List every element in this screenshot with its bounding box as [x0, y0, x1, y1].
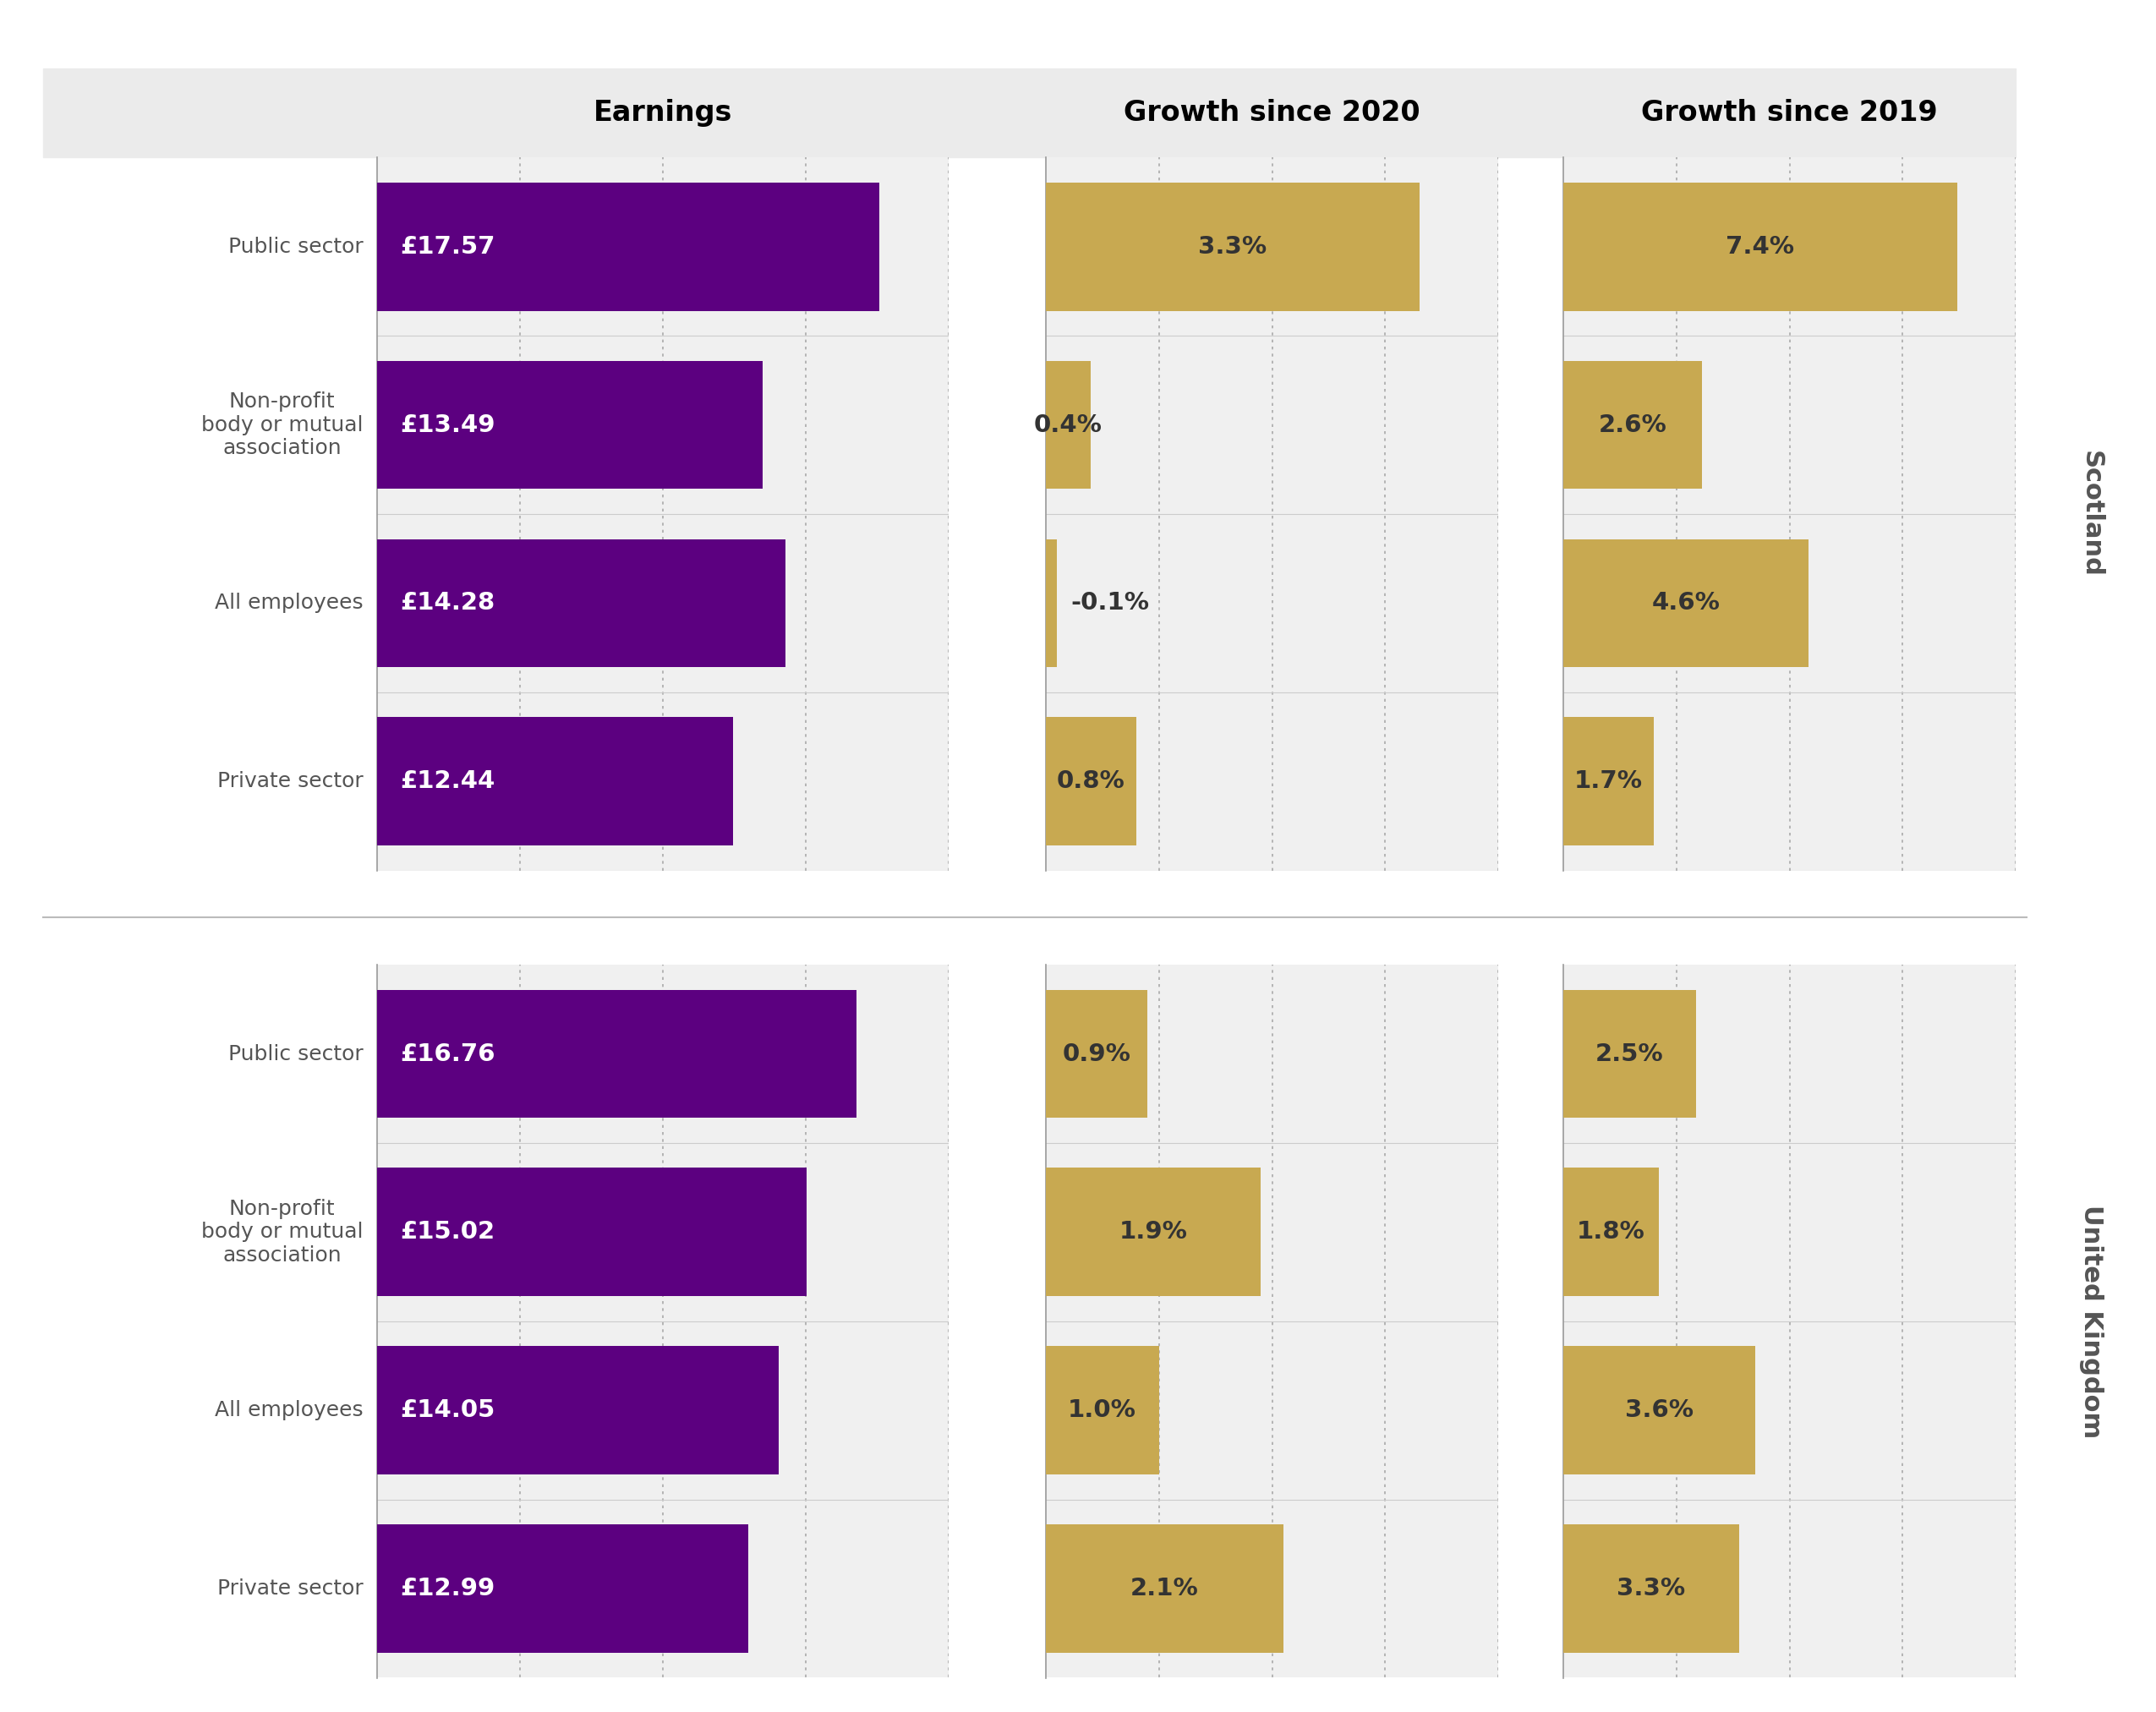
Text: 3.6%: 3.6% — [1626, 1399, 1692, 1423]
Text: Growth since 2019: Growth since 2019 — [1641, 99, 1938, 127]
Text: 1.8%: 1.8% — [1576, 1221, 1645, 1245]
Text: £16.76: £16.76 — [401, 1043, 496, 1065]
Text: -0.1%: -0.1% — [1072, 591, 1149, 615]
Text: £14.28: £14.28 — [401, 591, 496, 615]
Bar — [1046, 1346, 1160, 1474]
Text: Non-profit
body or mutual
association: Non-profit body or mutual association — [201, 392, 362, 459]
Bar — [377, 1168, 806, 1296]
Text: 2.5%: 2.5% — [1595, 1043, 1664, 1065]
Text: 1.7%: 1.7% — [1574, 770, 1643, 793]
Text: 0.4%: 0.4% — [1035, 413, 1102, 437]
Bar — [1046, 183, 1419, 312]
Text: Private sector: Private sector — [218, 772, 362, 791]
Bar — [1563, 183, 1958, 312]
Text: £13.49: £13.49 — [401, 413, 496, 437]
Text: 7.4%: 7.4% — [1727, 235, 1794, 259]
Bar — [377, 183, 880, 312]
Bar — [1046, 361, 1091, 490]
Text: £17.57: £17.57 — [401, 235, 496, 259]
Bar — [1046, 539, 1056, 668]
Bar — [377, 717, 733, 846]
Text: 3.3%: 3.3% — [1617, 1577, 1686, 1601]
Bar — [1563, 1168, 1658, 1296]
Bar — [1046, 717, 1136, 846]
Text: All employees: All employees — [216, 592, 362, 613]
Text: Private sector: Private sector — [218, 1578, 362, 1599]
Bar — [1563, 1346, 1755, 1474]
Text: Growth since 2020: Growth since 2020 — [1123, 99, 1421, 127]
Bar — [377, 1524, 748, 1652]
Bar — [1046, 1524, 1283, 1652]
Text: 1.9%: 1.9% — [1119, 1221, 1188, 1245]
Bar — [377, 990, 856, 1118]
Text: Public sector: Public sector — [229, 1044, 362, 1063]
Text: £12.99: £12.99 — [401, 1577, 496, 1601]
Bar — [1563, 717, 1654, 846]
Text: 4.6%: 4.6% — [1651, 591, 1720, 615]
Bar — [1046, 1168, 1261, 1296]
Text: 1.0%: 1.0% — [1067, 1399, 1136, 1423]
Text: £14.05: £14.05 — [401, 1399, 496, 1423]
Bar — [1563, 539, 1809, 668]
Text: 0.9%: 0.9% — [1063, 1043, 1130, 1065]
Bar — [377, 1346, 778, 1474]
Text: £12.44: £12.44 — [401, 770, 496, 793]
Text: Public sector: Public sector — [229, 236, 362, 257]
Bar — [377, 539, 785, 668]
Text: Non-profit
body or mutual
association: Non-profit body or mutual association — [201, 1198, 362, 1265]
Bar — [1563, 361, 1701, 490]
Text: United Kingdom: United Kingdom — [2078, 1205, 2104, 1438]
Bar — [1563, 990, 1697, 1118]
Bar — [377, 361, 763, 490]
Text: £15.02: £15.02 — [401, 1221, 496, 1245]
Text: 3.3%: 3.3% — [1199, 235, 1268, 259]
Text: 2.1%: 2.1% — [1130, 1577, 1199, 1601]
Text: All employees: All employees — [216, 1400, 362, 1421]
Text: Earnings: Earnings — [593, 99, 733, 127]
Text: Scotland: Scotland — [2078, 450, 2104, 577]
Bar — [1046, 990, 1147, 1118]
Text: 2.6%: 2.6% — [1598, 413, 1667, 437]
Bar — [1563, 1524, 1740, 1652]
Text: 0.8%: 0.8% — [1056, 770, 1125, 793]
